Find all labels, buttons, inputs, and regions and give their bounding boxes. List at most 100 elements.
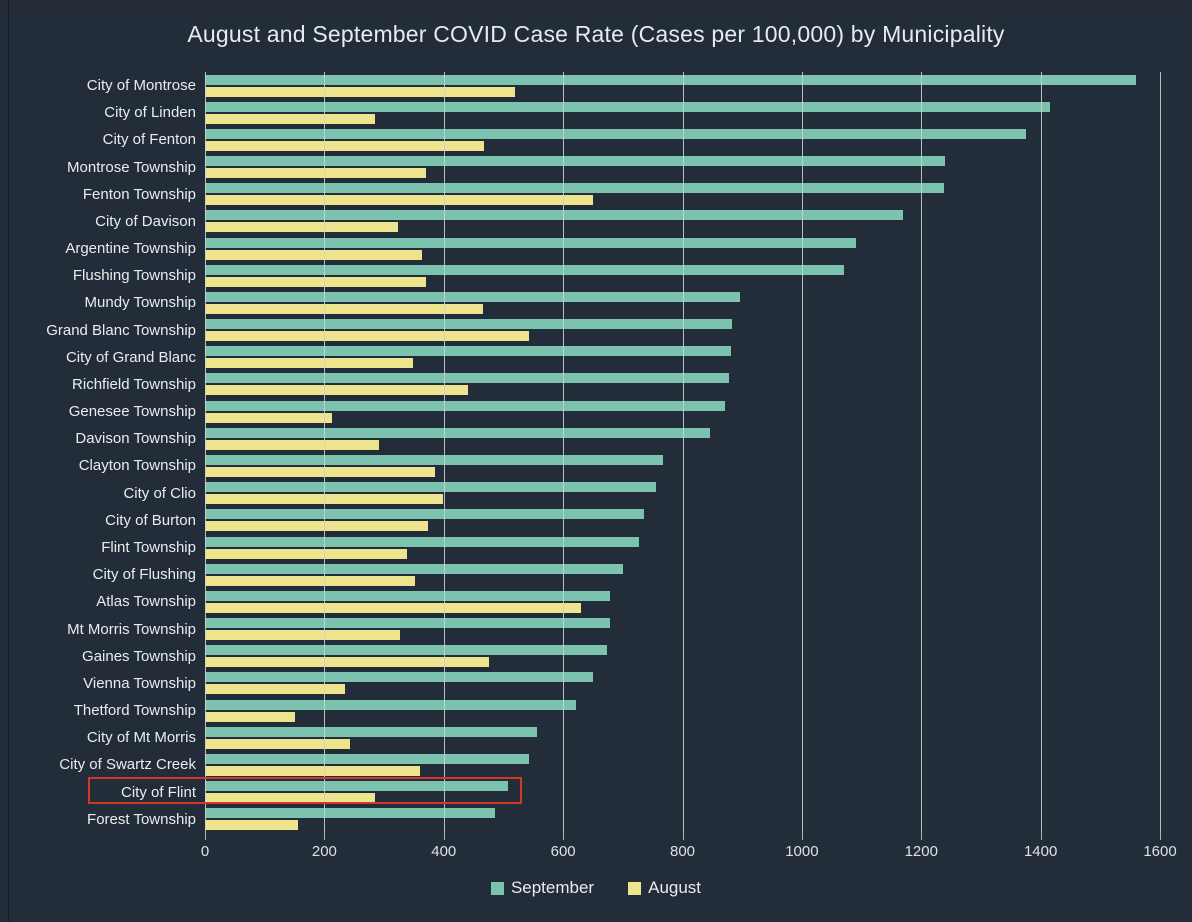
legend-label: September (510, 878, 595, 897)
chart-row: City of Davison (0, 208, 1160, 235)
september-bar (205, 563, 624, 574)
september-bar (205, 291, 740, 302)
august-bar (205, 140, 485, 151)
bar-group (205, 670, 1160, 697)
tick-mark (563, 833, 565, 840)
legend-swatch-icon (490, 881, 504, 895)
bar-group (205, 724, 1160, 751)
chart-row: Flint Township (0, 534, 1160, 561)
september-bar (205, 618, 610, 629)
september-bar (205, 590, 611, 601)
legend-label: August (648, 878, 702, 897)
tick-label: 400 (431, 843, 457, 860)
bar-group (205, 344, 1160, 371)
september-bar (205, 645, 608, 656)
bar-group (205, 235, 1160, 262)
tick-label: 0 (200, 843, 210, 860)
bar-rows: City of Montrose City of Linden City of Fe… (0, 72, 1160, 833)
august-bar (205, 711, 295, 722)
category-label: Mundy Township (84, 294, 196, 312)
september-bar (205, 319, 733, 330)
tick-mark (1040, 833, 1042, 840)
september-bar (205, 346, 731, 357)
bar-group (205, 99, 1160, 126)
bar-group (205, 643, 1160, 670)
august-bar (205, 548, 408, 559)
bar-group (205, 262, 1160, 289)
august-bar (205, 657, 490, 668)
september-bar (205, 454, 664, 465)
chart-row: City of Grand Blanc (0, 344, 1160, 371)
legend-swatch-icon (628, 881, 642, 895)
bar-group (205, 806, 1160, 833)
august-bar (205, 630, 400, 641)
september-bar (205, 427, 710, 438)
tick-label: 200 (311, 843, 337, 860)
bar-group (205, 371, 1160, 398)
category-label: City of Linden (104, 104, 196, 122)
bar-group (205, 507, 1160, 534)
bar-group (205, 72, 1160, 99)
bar-group (205, 588, 1160, 615)
september-bar (205, 264, 844, 275)
september-bar (205, 373, 730, 384)
category-label: Thetford Township (73, 702, 196, 720)
september-bar (205, 482, 656, 493)
category-label: City of Mt Morris (86, 729, 196, 747)
bar-group (205, 126, 1160, 153)
chart-row: City of Burton (0, 507, 1160, 534)
september-bar (205, 753, 530, 764)
august-bar (205, 684, 346, 695)
bar-group (205, 778, 1160, 805)
left-edge-line (8, 0, 9, 922)
august-bar (205, 738, 351, 749)
august-bar (205, 412, 332, 423)
chart-row: City of Mt Morris (0, 724, 1160, 751)
september-bar (205, 536, 639, 547)
chart-row: Gaines Township (0, 643, 1160, 670)
september-bar (205, 509, 645, 520)
chart-row: City of Flushing (0, 561, 1160, 588)
september-bar (205, 101, 1050, 112)
bar-group (205, 181, 1160, 208)
category-label: Genesee Township (68, 403, 196, 421)
september-bar (205, 237, 856, 248)
chart-row: Mt Morris Township (0, 615, 1160, 642)
legend: September August (0, 878, 1192, 898)
bar-group (205, 697, 1160, 724)
august-bar (205, 195, 593, 206)
category-label: City of Davison (95, 212, 196, 230)
august-bar (205, 575, 415, 586)
august-bar (205, 276, 427, 287)
bar-group (205, 425, 1160, 452)
category-label: Argentine Township (65, 240, 196, 258)
september-bar (205, 808, 496, 819)
september-bar (205, 74, 1137, 85)
bar-group (205, 561, 1160, 588)
category-label: Clayton Township (78, 457, 196, 475)
bar-group (205, 398, 1160, 425)
category-label: Mt Morris Township (67, 620, 196, 638)
chart-row: City of Linden (0, 99, 1160, 126)
bar-group (205, 534, 1160, 561)
category-label: City of Grand Blanc (65, 348, 196, 366)
tick-label: 1400 (1023, 843, 1058, 860)
tick-label: 1000 (785, 843, 819, 860)
august-bar (205, 793, 376, 804)
category-label: Flushing Township (72, 267, 196, 285)
chart-row: Vienna Township (0, 670, 1160, 697)
chart-row: Thetford Township (0, 697, 1160, 724)
august-bar (205, 466, 435, 477)
legend-item-september: September (490, 878, 595, 898)
august-bar (205, 358, 413, 369)
september-bar (205, 183, 944, 194)
chart-row: Grand Blanc Township (0, 317, 1160, 344)
august-bar (205, 168, 426, 179)
september-bar (205, 128, 1026, 139)
tick-mark (921, 833, 923, 840)
chart-row: Atlas Township (0, 588, 1160, 615)
august-bar (205, 222, 399, 233)
tick-label: 1600 (1143, 843, 1177, 860)
category-label: City of Flushing (92, 566, 196, 584)
tick-label: 600 (550, 843, 576, 860)
